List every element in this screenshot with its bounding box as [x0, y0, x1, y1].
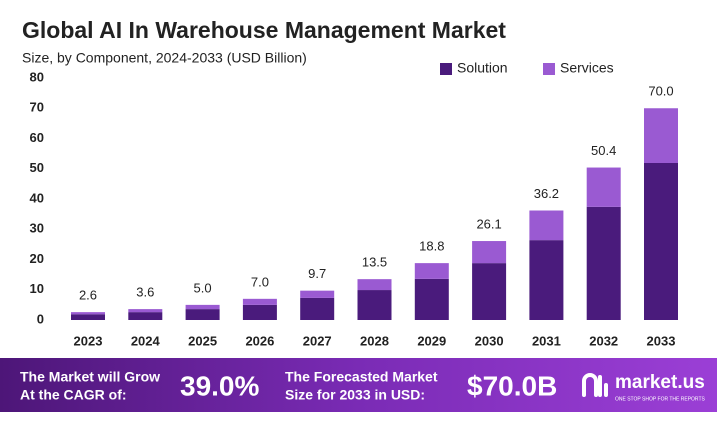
x-tick-label: 2027: [303, 333, 332, 348]
x-tick-label: 2033: [647, 333, 676, 348]
total-label: 3.6: [136, 285, 154, 300]
footer-text: The Market will Grow: [20, 369, 160, 385]
x-tick-label: 2028: [360, 333, 389, 348]
legend-label: Services: [560, 60, 614, 76]
chart-subtitle: Size, by Component, 2024-2033 (USD Billi…: [22, 50, 307, 66]
total-label: 9.7: [308, 266, 326, 281]
bar-segment: [357, 290, 392, 320]
bar-segment: [242, 298, 277, 305]
y-tick-label: 80: [30, 69, 44, 84]
footer-text: The Forecasted Market: [285, 369, 438, 385]
bar-segment: [529, 210, 564, 241]
legend-label: Solution: [457, 60, 508, 76]
bar-segment: [300, 290, 335, 298]
x-tick-label: 2024: [131, 333, 161, 348]
total-label: 18.8: [419, 239, 444, 254]
x-tick-label: 2025: [188, 333, 217, 348]
x-tick-label: 2032: [589, 333, 618, 348]
total-label: 36.2: [534, 186, 559, 201]
footer-banner: [0, 358, 717, 412]
brand-name: market.us: [615, 372, 705, 393]
y-tick-label: 40: [30, 190, 44, 205]
legend-swatch: [543, 63, 555, 75]
y-tick-label: 30: [30, 221, 44, 236]
bar-segment: [644, 163, 678, 320]
x-tick-label: 2030: [475, 333, 504, 348]
bar-segment: [242, 304, 277, 320]
forecast-value: $70.0B: [467, 370, 557, 401]
bar-segment: [71, 312, 105, 315]
brand-tagline: ONE STOP SHOP FOR THE REPORTS: [615, 396, 706, 402]
x-tick-label: 2023: [74, 333, 103, 348]
bar-segment: [472, 263, 507, 320]
footer-text: At the CAGR of:: [20, 387, 127, 403]
total-label: 13.5: [362, 255, 387, 270]
bar-segment: [529, 240, 564, 320]
bar-segment: [414, 278, 449, 320]
bar-segment: [586, 206, 621, 320]
y-tick-label: 50: [30, 160, 44, 175]
x-tick-label: 2026: [245, 333, 274, 348]
x-tick-label: 2031: [532, 333, 561, 348]
footer: The Market will Grow At the CAGR of: 39.0%…: [20, 369, 706, 403]
total-label: 5.0: [194, 280, 212, 295]
y-tick-label: 70: [30, 100, 44, 115]
y-tick-label: 10: [30, 281, 44, 296]
bar-segment: [586, 167, 621, 207]
bar-segment: [185, 304, 220, 310]
cagr-value: 39.0%: [180, 370, 259, 401]
bar-segment: [357, 279, 392, 291]
legend-swatch: [440, 63, 452, 75]
brand-logo: [582, 373, 608, 397]
footer-text: Size for 2033 in USD:: [285, 387, 425, 403]
bar-segment: [128, 309, 163, 313]
y-tick-label: 20: [30, 251, 44, 266]
total-label: 70.0: [648, 84, 673, 99]
total-label: 7.0: [251, 274, 269, 289]
x-tick-label: 2029: [417, 333, 446, 348]
y-tick-label: 60: [30, 130, 44, 145]
bar-segment: [414, 263, 449, 279]
bar-segment: [71, 314, 105, 320]
total-label: 50.4: [591, 143, 616, 158]
total-label: 2.6: [79, 288, 97, 303]
y-tick-label: 0: [37, 311, 44, 326]
bar-segment: [472, 241, 507, 264]
bar-segment: [185, 309, 220, 320]
bar-segment: [644, 108, 678, 164]
total-label: 26.1: [476, 216, 501, 231]
bar-segment: [128, 312, 163, 320]
bar-segment: [300, 297, 335, 320]
chart-title: Global AI In Warehouse Management Market: [22, 17, 506, 43]
